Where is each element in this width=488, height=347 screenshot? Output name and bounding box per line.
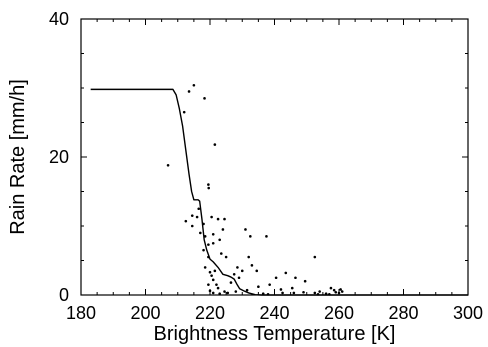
y-tick-label-1: 20 <box>49 147 69 167</box>
data-point-54 <box>274 276 278 280</box>
data-point-39 <box>223 290 226 293</box>
rain-rate-curve <box>90 88 468 296</box>
data-point-56 <box>284 271 288 275</box>
data-point-21 <box>211 241 215 245</box>
data-point-45 <box>240 269 244 273</box>
data-point-52 <box>265 235 268 238</box>
data-point-3 <box>192 83 196 87</box>
data-point-23 <box>218 238 221 242</box>
data-point-16 <box>202 248 205 252</box>
data-point-51 <box>257 285 260 289</box>
data-point-66 <box>302 290 305 294</box>
data-point-65 <box>292 291 296 295</box>
data-point-59 <box>303 279 307 283</box>
data-point-38 <box>218 292 221 295</box>
data-point-34 <box>216 286 220 290</box>
x-tick-label-3: 240 <box>259 303 289 323</box>
data-point-37 <box>211 291 215 295</box>
data-point-46 <box>244 228 247 231</box>
data-point-49 <box>250 264 254 267</box>
data-point-74 <box>339 288 342 291</box>
y-tick-label-0: 0 <box>59 285 69 305</box>
data-point-7 <box>207 186 211 190</box>
data-point-35 <box>207 283 210 286</box>
data-point-24 <box>219 252 223 255</box>
data-point-33 <box>215 283 218 286</box>
y-axis-label: Rain Rate [mm/h] <box>7 79 29 235</box>
data-point-1 <box>182 110 186 114</box>
data-point-62 <box>245 288 249 292</box>
data-point-11 <box>195 215 199 219</box>
data-point-55 <box>279 288 283 291</box>
data-point-4 <box>203 97 206 100</box>
data-point-61 <box>234 290 238 293</box>
data-point-53 <box>268 283 271 286</box>
data-point-42 <box>232 273 236 276</box>
data-point-22 <box>216 217 220 221</box>
data-point-0 <box>166 163 170 167</box>
x-tick-label-2: 220 <box>195 303 225 323</box>
data-point-28 <box>203 266 207 269</box>
data-point-58 <box>294 276 297 280</box>
data-point-14 <box>202 222 205 226</box>
x-tick-label-1: 200 <box>130 303 160 323</box>
x-axis-label: Brightness Temperature [K] <box>154 323 396 345</box>
x-tick-label-0: 180 <box>66 303 96 323</box>
data-point-69 <box>324 292 328 295</box>
data-point-40 <box>226 291 230 295</box>
data-point-2 <box>187 90 191 93</box>
data-point-10 <box>190 214 194 217</box>
data-point-25 <box>221 228 225 231</box>
x-tick-label-4: 260 <box>324 303 354 323</box>
data-point-60 <box>313 255 317 259</box>
data-point-17 <box>207 243 210 246</box>
data-point-5 <box>213 143 217 146</box>
ticks-layer <box>80 18 469 296</box>
data-point-31 <box>211 278 215 282</box>
data-point-13 <box>199 231 202 235</box>
data-point-72 <box>334 290 338 294</box>
data-point-18 <box>207 255 210 259</box>
data-point-47 <box>247 255 250 259</box>
data-point-30 <box>210 274 213 277</box>
data-point-15 <box>203 235 207 238</box>
data-point-41 <box>229 281 233 284</box>
data-point-43 <box>236 266 239 269</box>
x-tick-label-6: 300 <box>453 303 483 323</box>
x-tick-label-5: 280 <box>388 303 418 323</box>
data-point-27 <box>224 255 228 259</box>
data-point-50 <box>255 269 259 273</box>
data-point-9 <box>190 224 194 228</box>
data-point-44 <box>237 276 241 280</box>
data-point-32 <box>213 269 217 273</box>
data-point-70 <box>329 286 333 290</box>
tick-labels-layer: 180 200 220 240 260 280 300 0 20 40 <box>49 9 483 323</box>
data-point-19 <box>210 215 213 219</box>
data-point-57 <box>290 286 294 290</box>
data-point-8 <box>184 219 188 223</box>
data-point-63 <box>261 292 265 295</box>
data-point-67 <box>313 291 317 295</box>
series-layer <box>90 83 468 296</box>
data-point-29 <box>208 270 212 274</box>
data-point-12 <box>197 207 201 211</box>
data-point-48 <box>249 235 252 238</box>
data-point-75 <box>340 290 344 293</box>
data-point-68 <box>318 290 321 293</box>
data-point-20 <box>211 232 215 236</box>
data-point-6 <box>207 183 210 186</box>
data-point-26 <box>223 217 226 221</box>
y-tick-label-2: 40 <box>49 9 69 29</box>
data-point-71 <box>332 288 336 292</box>
data-point-64 <box>281 291 284 295</box>
